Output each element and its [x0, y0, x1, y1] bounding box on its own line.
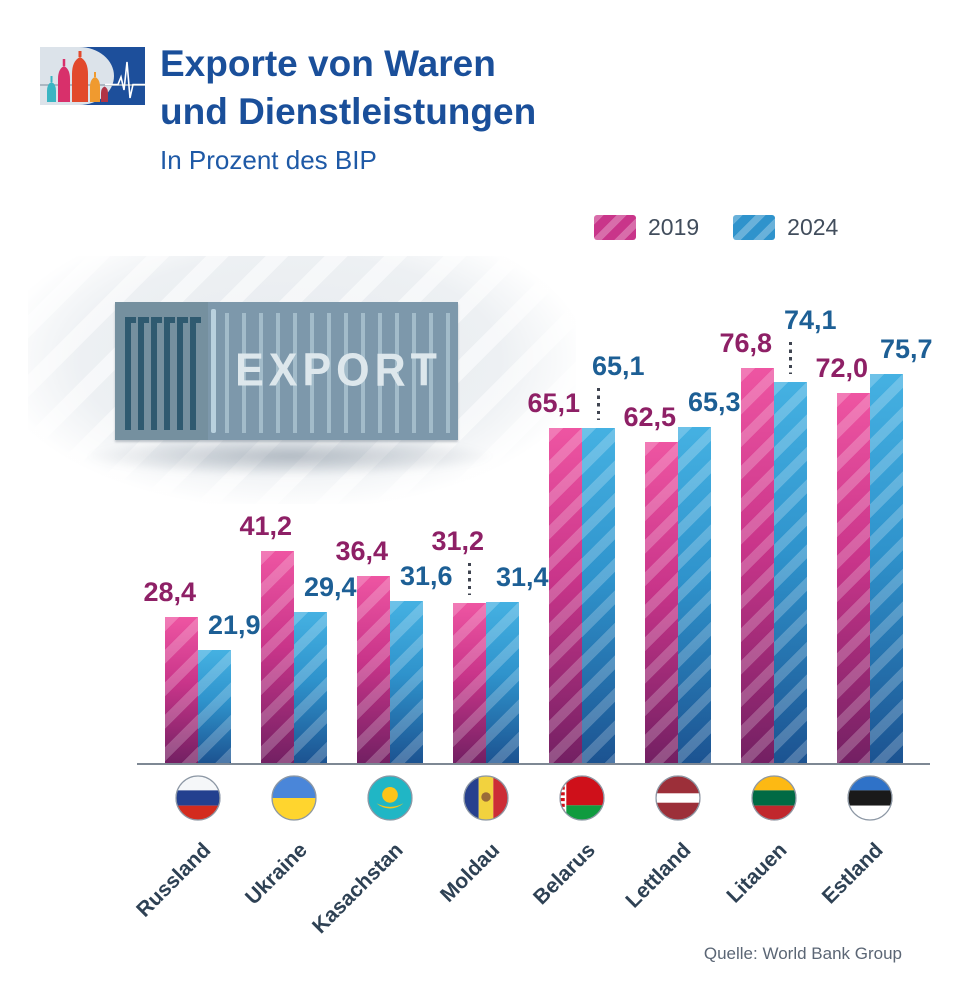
bar-group: 76,8 74,1 Litauen — [719, 305, 836, 908]
value-label-2019: 65,1 — [527, 388, 580, 419]
header: Exporte von Waren und Dienstleistungen I… — [160, 40, 536, 176]
legend-label-2024: 2024 — [787, 214, 839, 240]
container-body-ribs — [225, 313, 452, 433]
flag-latvia — [655, 775, 701, 821]
container-divider — [211, 309, 216, 433]
value-label-2019: 36,4 — [335, 535, 388, 566]
heartbeat-icon — [105, 61, 145, 99]
value-label-2024: 74,1 — [784, 304, 837, 335]
bar-2024 — [294, 611, 327, 763]
category-label: Kasachstan — [308, 838, 408, 939]
bar-group: 41,2 29,4 Ukraine — [239, 363, 356, 909]
shipping-container-icon: EXPORT — [115, 302, 458, 440]
container-shadow — [78, 441, 502, 477]
bar-pair — [261, 551, 327, 763]
bar-2019 — [165, 616, 198, 763]
page-title-line2: und Dienstleistungen — [160, 91, 537, 133]
bar-pair — [357, 575, 423, 763]
value-label-2024: 31,4 — [496, 561, 549, 592]
bar-2024 — [774, 381, 807, 763]
bar-pair — [549, 428, 615, 763]
value-label-2024: 65,3 — [688, 387, 741, 418]
flag-estonia — [847, 775, 893, 821]
bar-group: 28,4 21,9 Russland — [133, 363, 261, 922]
bar-2024 — [870, 373, 903, 763]
value-label-2019: 76,8 — [719, 328, 772, 358]
category-label: Litauen — [722, 838, 792, 908]
kremlin-domes-icon — [47, 51, 108, 102]
value-label-2024: 21,9 — [208, 610, 261, 641]
category-label: Lettland — [621, 838, 696, 913]
flag-kazakhstan — [367, 775, 413, 821]
bar-group: 65,1 65,1 Belarus — [527, 351, 644, 909]
bar-chart: 28,4 21,9 Russland 41,2 29,4 Ukraine 36,4 31,… — [133, 305, 933, 938]
flag-belarus — [559, 775, 605, 821]
bar-2019 — [453, 602, 486, 763]
x-axis-line — [137, 763, 930, 765]
bar-pair — [837, 373, 903, 763]
container-door-ribs — [125, 317, 197, 430]
publisher-logo — [40, 47, 145, 105]
legend-item-2024: 2024 — [733, 214, 838, 241]
bar-group: 36,4 31,6 Kasachstan — [308, 363, 452, 938]
category-label: Estland — [817, 838, 888, 909]
value-label-2024: 31,6 — [400, 560, 453, 591]
flag-lithuania — [751, 775, 797, 821]
category-label: Belarus — [529, 838, 600, 910]
legend-item-2019: 2019 — [594, 214, 699, 241]
bar-2024 — [582, 428, 615, 763]
value-label-2019: 72,0 — [815, 352, 868, 383]
legend-swatch-2024 — [733, 215, 776, 240]
container-door-caps — [125, 317, 202, 323]
value-label-2019: 28,4 — [143, 576, 196, 607]
flag-russia — [175, 775, 221, 821]
bar-pair — [741, 368, 807, 763]
export-label: EXPORT — [235, 344, 442, 397]
legend-swatch-2019 — [594, 215, 636, 240]
category-label: Russland — [132, 838, 216, 922]
flag-moldova — [463, 775, 509, 821]
container-door — [115, 302, 208, 440]
bar-pair — [165, 616, 231, 763]
callout-dotted-line — [789, 341, 792, 374]
page-title-line1: Exporte von Waren — [160, 43, 496, 84]
category-label: Ukraine — [241, 838, 312, 910]
bar-2024 — [390, 600, 423, 763]
bar-2024 — [678, 427, 711, 763]
value-label-2019: 41,2 — [239, 511, 292, 542]
bar-pair — [453, 601, 519, 763]
bar-2024 — [198, 650, 231, 763]
callout-dotted-line — [468, 562, 471, 595]
legend: 2019 2024 — [594, 214, 838, 241]
bar-2019 — [645, 441, 678, 763]
bar-2019 — [741, 368, 774, 763]
category-label: Moldau — [435, 838, 504, 907]
bar-2019 — [357, 575, 390, 763]
bar-2019 — [549, 428, 582, 763]
bar-group: 72,0 75,7 Estland — [815, 334, 932, 909]
source-credit: Quelle: World Bank Group — [703, 944, 902, 963]
flag-ukraine — [271, 775, 317, 821]
callout-dotted-line — [597, 388, 600, 421]
value-label-2024: 75,7 — [880, 333, 933, 364]
bar-2019 — [837, 392, 870, 763]
bar-pair — [645, 427, 711, 763]
value-label-2024: 65,1 — [592, 351, 645, 382]
bar-group: 62,5 65,3 Lettland — [622, 363, 741, 912]
page-subtitle: In Prozent des BIP — [160, 145, 377, 176]
value-label-2024: 29,4 — [304, 571, 357, 602]
legend-label-2019: 2019 — [648, 214, 700, 240]
value-label-2019: 31,2 — [431, 525, 484, 556]
bar-group: 31,2 31,4 Moldau — [431, 363, 548, 907]
bar-2019 — [261, 551, 294, 763]
value-label-2019: 62,5 — [623, 401, 676, 432]
bar-2024 — [486, 601, 519, 763]
